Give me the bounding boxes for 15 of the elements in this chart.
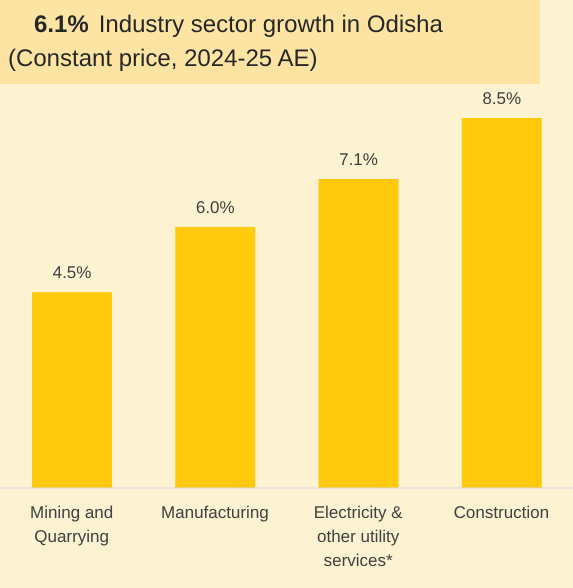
bar	[462, 118, 542, 488]
x-tick-label: Construction	[454, 503, 550, 522]
x-tick-label: Electricity & other utility services*	[314, 503, 404, 570]
chart-title: Industry sector growth in Odisha	[98, 11, 443, 38]
data-label: 6.0%	[196, 198, 235, 217]
x-tick-label: Mining and Quarrying	[30, 503, 114, 546]
data-label: 4.5%	[52, 263, 92, 282]
data-label: 7.1%	[339, 150, 378, 169]
bar	[175, 226, 256, 488]
chart-subtitle: (Constant price, 2024-25 AE)	[8, 44, 319, 74]
bar	[32, 292, 112, 488]
bar	[318, 178, 398, 488]
x-tick-label: Manufacturing	[161, 503, 269, 522]
data-label: 8.5%	[482, 89, 522, 108]
text: 6.1%	[34, 11, 89, 38]
